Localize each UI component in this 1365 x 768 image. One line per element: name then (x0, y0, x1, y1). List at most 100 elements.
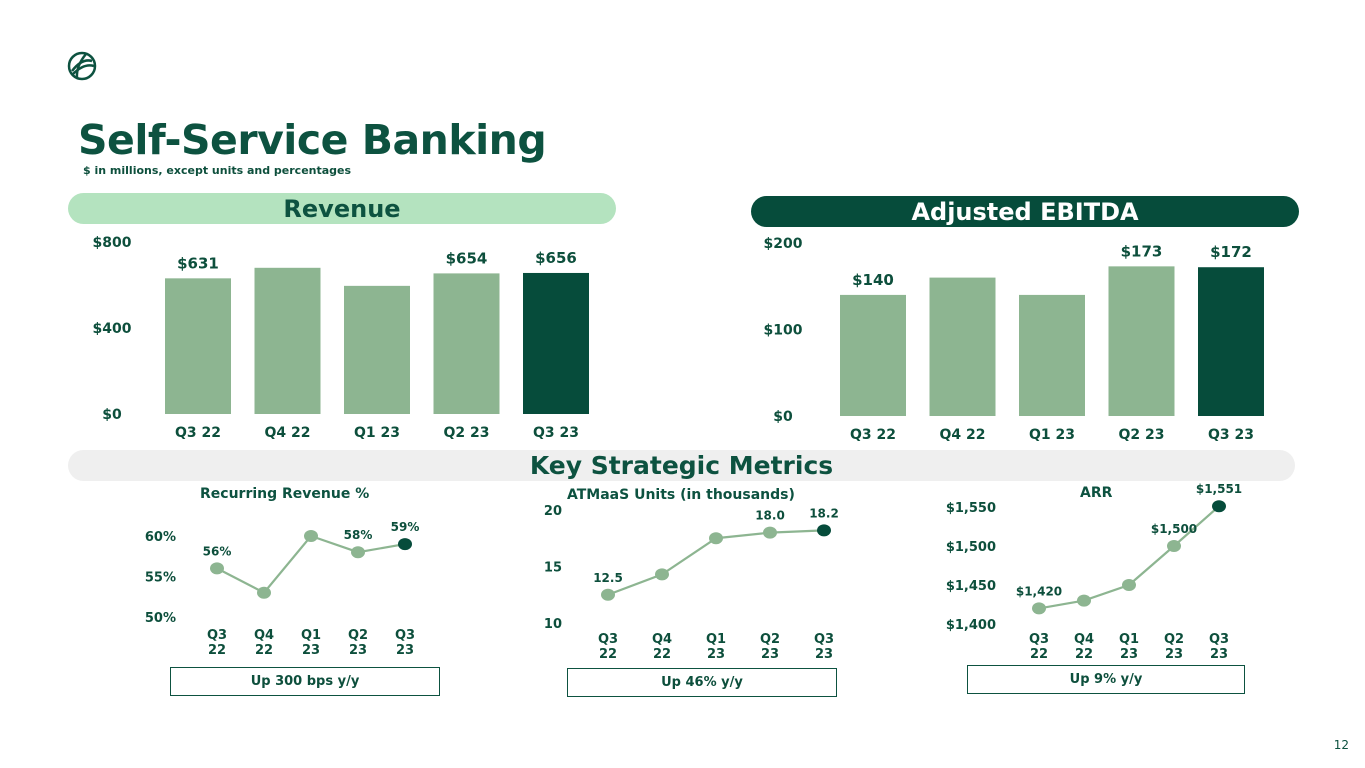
y-tick-label: 15 (544, 561, 562, 576)
x-tick-label: Q4 (1074, 632, 1094, 647)
data-label: 58% (344, 528, 373, 542)
data-point (1032, 602, 1046, 615)
recurring-revenue-callout: Up 300 bps y/y (170, 667, 440, 696)
bar (433, 273, 500, 414)
data-label: $1,551 (1196, 482, 1242, 496)
y-tick-label: $1,450 (946, 579, 996, 594)
data-label: $1,420 (1016, 584, 1062, 598)
x-tick-label: Q1 23 (1029, 427, 1075, 443)
x-tick-label: 23 (1120, 647, 1138, 662)
x-tick-label: Q3 (395, 628, 415, 643)
data-point (817, 524, 831, 537)
x-tick-label: Q2 (348, 628, 368, 643)
y-tick-label: $1,500 (946, 540, 996, 555)
data-label: $140 (852, 271, 894, 289)
x-tick-label: Q3 22 (175, 425, 221, 441)
x-tick-label: Q2 (1164, 632, 1184, 647)
y-tick-label: 20 (544, 504, 562, 519)
x-tick-label: Q1 (706, 632, 726, 647)
data-point (257, 586, 271, 599)
data-label: 18.2 (809, 506, 839, 520)
x-tick-label: 22 (599, 647, 617, 662)
data-label: $656 (535, 249, 577, 267)
y-tick-label: $400 (93, 321, 132, 337)
x-tick-label: 23 (707, 647, 725, 662)
bar (344, 285, 410, 414)
x-tick-label: Q4 (652, 632, 672, 647)
data-point (1077, 594, 1091, 607)
data-point (655, 568, 669, 581)
data-label: 59% (391, 520, 420, 534)
x-tick-label: Q3 (1029, 632, 1049, 647)
page-number: 12 (1333, 738, 1349, 752)
x-tick-label: Q2 (760, 632, 780, 647)
atmaas-callout: Up 46% y/y (567, 668, 837, 697)
x-tick-label: 23 (349, 643, 367, 658)
y-tick-label: 10 (544, 617, 562, 632)
data-point (601, 588, 615, 601)
data-point (1212, 500, 1226, 513)
data-label: $654 (446, 249, 488, 267)
bar (1198, 267, 1264, 416)
x-tick-label: Q3 23 (1208, 427, 1254, 443)
ebitda-header: Adjusted EBITDA (751, 196, 1299, 227)
y-tick-label: 50% (145, 611, 176, 626)
x-tick-label: Q4 (254, 628, 274, 643)
data-label: 12.5 (593, 571, 623, 585)
data-point (351, 546, 365, 559)
y-tick-label: 60% (145, 530, 176, 545)
x-tick-label: 22 (208, 643, 226, 658)
page-subtitle: $ in millions, except units and percenta… (83, 164, 352, 177)
x-tick-label: Q3 22 (850, 427, 896, 443)
revenue-chart: $0 $400 $800 Q3 22 $631 Q4 22 Q1 23 Q2 23 $654 Q3… (93, 235, 589, 441)
y-tick-label: $100 (764, 323, 803, 339)
y-tick-label: 55% (145, 571, 176, 586)
x-tick-label: Q3 (1209, 632, 1229, 647)
x-tick-label: 23 (1210, 647, 1228, 662)
y-tick-label: $1,550 (946, 501, 996, 516)
x-tick-label: Q3 23 (533, 425, 579, 441)
x-tick-label: 23 (815, 647, 833, 662)
atmaas-units-title: ATMaaS Units (in thousands) (567, 487, 795, 503)
data-point (1167, 540, 1181, 552)
data-point (709, 532, 723, 545)
data-point (1122, 579, 1136, 591)
data-point (304, 530, 318, 542)
bar (523, 272, 589, 414)
ebitda-chart: $0 $100 $200 Q3 22 $140 Q4 22 Q1 23 Q2 23 $173 Q3… (764, 236, 1264, 443)
x-tick-label: 23 (302, 643, 320, 658)
x-tick-label: Q2 23 (1119, 427, 1165, 443)
x-tick-label: Q3 (207, 628, 227, 643)
arr-chart: $1,400$1,450$1,500$1,550Q322$1,420Q422Q1… (946, 482, 1242, 662)
x-tick-label: 22 (255, 643, 273, 658)
data-point (210, 562, 224, 575)
x-tick-label: 23 (1165, 647, 1183, 662)
x-tick-label: 23 (396, 643, 414, 658)
x-tick-label: Q3 (814, 632, 834, 647)
data-label: $631 (177, 254, 219, 272)
page-title: Self-Service Banking (78, 116, 547, 164)
data-label: 18.0 (755, 509, 785, 523)
arr-callout: Up 9% y/y (967, 665, 1245, 694)
bar (840, 294, 906, 416)
y-tick-label: $0 (773, 409, 793, 425)
data-label: 56% (203, 544, 232, 558)
key-strategic-metrics-header: Key Strategic Metrics (68, 450, 1295, 481)
x-tick-label: 22 (653, 647, 671, 662)
x-tick-label: Q1 23 (354, 425, 400, 441)
x-tick-label: Q1 (301, 628, 321, 643)
x-tick-label: Q4 22 (940, 427, 986, 443)
x-tick-label: Q2 23 (444, 425, 490, 441)
data-label: $173 (1121, 242, 1163, 260)
y-tick-label: $800 (93, 235, 132, 251)
arr-title: ARR (1080, 485, 1113, 501)
x-tick-label: Q1 (1119, 632, 1139, 647)
bar (929, 277, 996, 416)
data-point (398, 538, 412, 551)
bar (1108, 266, 1175, 416)
data-label: $172 (1210, 243, 1252, 261)
bar (165, 278, 231, 414)
series-line (216, 534, 406, 595)
